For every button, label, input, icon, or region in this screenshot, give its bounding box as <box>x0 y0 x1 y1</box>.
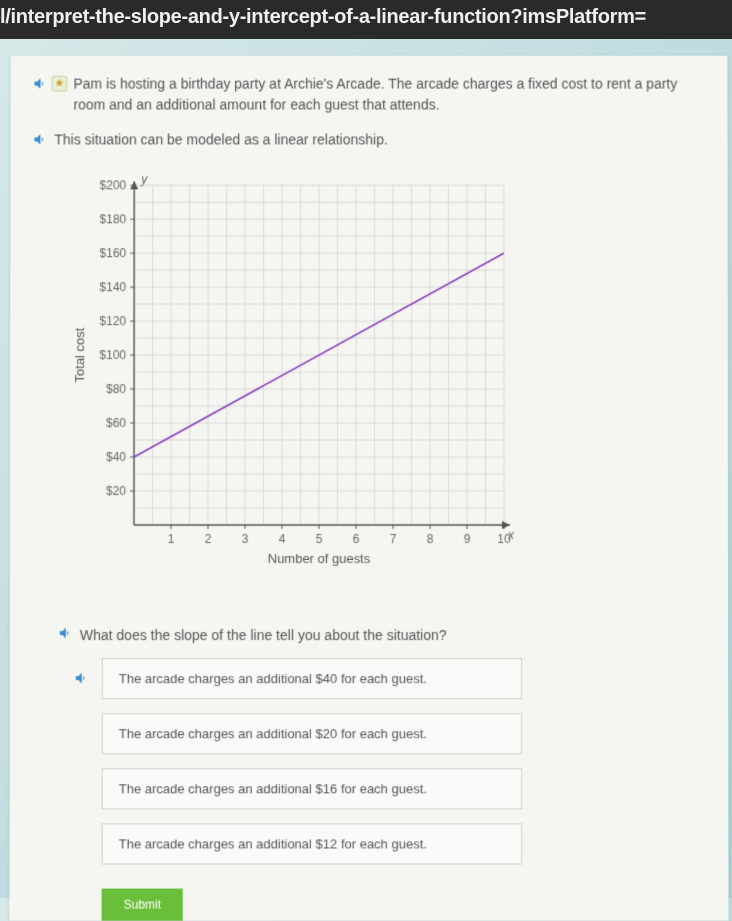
url-text: l/interpret-the-slope-and-y-intercept-of… <box>0 6 646 28</box>
paragraph2-text: This situation can be modeled as a linea… <box>54 129 387 150</box>
speaker-icon[interactable] <box>32 76 48 98</box>
answer-option-1[interactable]: The arcade charges an additional $20 for… <box>102 713 522 754</box>
svg-text:$200: $200 <box>100 178 127 192</box>
svg-text:$180: $180 <box>100 212 127 226</box>
svg-text:Total cost: Total cost <box>72 327 87 382</box>
answer-option-label: The arcade charges an additional $40 for… <box>119 671 427 686</box>
speaker-icon[interactable] <box>74 673 90 690</box>
page-content: Pam is hosting a birthday party at Archi… <box>9 56 728 921</box>
svg-text:7: 7 <box>390 532 397 546</box>
svg-text:Number of guests: Number of guests <box>268 551 371 566</box>
answer-option-label: The arcade charges an additional $12 for… <box>119 836 427 851</box>
svg-text:10: 10 <box>497 532 511 546</box>
answer-option-3[interactable]: The arcade charges an additional $12 for… <box>102 823 523 864</box>
url-bar: l/interpret-the-slope-and-y-intercept-of… <box>0 0 732 39</box>
svg-text:3: 3 <box>242 532 249 546</box>
chart-container: yx$20$40$60$80$100$120$140$160$180$20012… <box>62 167 706 613</box>
svg-text:6: 6 <box>353 532 360 546</box>
svg-text:$40: $40 <box>106 450 126 464</box>
answer-option-label: The arcade charges an additional $20 for… <box>119 726 427 741</box>
star-icon[interactable] <box>51 76 67 98</box>
question-row: What does the slope of the line tell you… <box>58 625 706 644</box>
answer-option-0[interactable]: The arcade charges an additional $40 for… <box>102 658 522 699</box>
speaker-icon[interactable] <box>32 131 48 153</box>
paragraph1-text: Pam is hosting a birthday party at Archi… <box>73 74 705 116</box>
svg-text:$80: $80 <box>106 382 126 396</box>
svg-text:8: 8 <box>427 532 434 546</box>
svg-text:$20: $20 <box>106 484 126 498</box>
svg-text:4: 4 <box>279 532 286 546</box>
svg-text:$140: $140 <box>99 280 126 294</box>
svg-text:$60: $60 <box>106 416 126 430</box>
problem-paragraph-2: This situation can be modeled as a linea… <box>32 129 705 153</box>
answer-option-2[interactable]: The arcade charges an additional $16 for… <box>102 768 522 809</box>
question-text: What does the slope of the line tell you… <box>80 627 447 643</box>
svg-text:5: 5 <box>316 532 323 546</box>
svg-text:$160: $160 <box>100 246 127 260</box>
svg-text:2: 2 <box>205 532 212 546</box>
answer-option-label: The arcade charges an additional $16 for… <box>119 781 427 796</box>
problem-paragraph-1: Pam is hosting a birthday party at Archi… <box>32 74 705 116</box>
submit-label: Submit <box>124 898 161 912</box>
svg-text:y: y <box>140 172 148 186</box>
svg-text:$120: $120 <box>99 314 126 328</box>
speaker-icon[interactable] <box>58 625 74 644</box>
svg-text:1: 1 <box>168 532 175 546</box>
line-chart: yx$20$40$60$80$100$120$140$160$180$20012… <box>62 167 542 613</box>
svg-text:9: 9 <box>464 532 471 546</box>
svg-text:$100: $100 <box>99 348 126 362</box>
submit-button[interactable]: Submit <box>102 889 184 921</box>
answer-options: The arcade charges an additional $40 for… <box>102 658 707 864</box>
